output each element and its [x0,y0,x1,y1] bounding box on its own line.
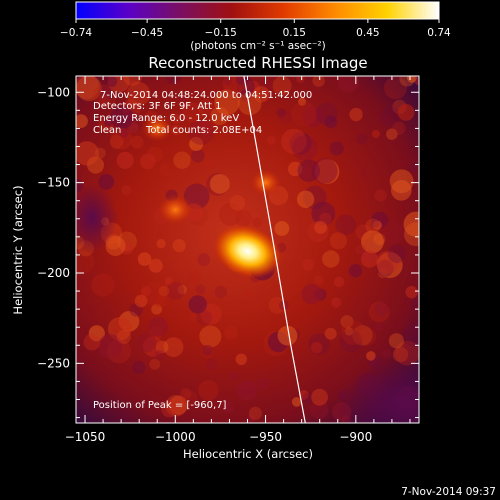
peak-source [212,223,283,279]
heatmap-image [76,76,419,423]
dark-region-left [76,183,117,253]
annotation-time-range: 7-Nov-2014 04:48:24.000 to 04:51:42.000 [100,90,312,101]
y-axis: −100 −150 −200 −250 [37,85,419,419]
sources [141,114,283,279]
y-axis-label: Heliocentric Y (arcsec) [11,185,25,314]
x-axis: −1050 −1000 −950 −900 [65,76,411,444]
y-tick-label: −100 [37,85,70,99]
colorbar-tick-label: −0.45 [131,27,163,39]
annotation-energy: Energy Range: 6.0 - 12.0 keV [93,113,239,124]
footer-timestamp: 7-Nov-2014 09:37 [401,486,496,498]
annotation-peak: Position of Peak = [-960,7] [93,400,227,411]
annotation-total-counts: Total counts: 2.08E+04 [145,125,262,136]
colorbar-tick-label: 0.45 [356,27,379,39]
secondary-source [156,194,194,226]
x-tick-label: −950 [249,430,282,444]
secondary-source [141,114,173,142]
annotation-clean: Clean [93,125,121,136]
colorbar-tick-label: 0.15 [283,27,306,39]
secondary-source [249,168,282,197]
solar-limb-curve [243,76,306,423]
y-tick-label: −150 [37,176,70,190]
chart-title: Reconstructed RHESSI Image [148,54,367,72]
colorbar-tick-label: −0.15 [205,27,237,39]
colorbar-tick-label: 0.74 [427,27,451,39]
colorbar-strip [75,1,440,20]
colorbar: −0.74 −0.45 −0.15 0.15 0.45 0.74 (photons cm⁻… [60,1,451,52]
annotation-detectors: Detectors: 3F 6F 9F, Att 1 [93,101,221,112]
y-tick-label: −250 [37,356,70,370]
annotations: 7-Nov-2014 04:48:24.000 to 04:51:42.000 … [93,90,312,411]
x-tick-label: −900 [339,430,372,444]
y-tick-label: −200 [37,266,70,280]
x-axis-label: Heliocentric X (arcsec) [183,447,313,461]
colorbar-tick-label: −0.74 [60,27,92,39]
x-tick-label: −1050 [65,430,106,444]
colorbar-ticks: −0.74 −0.45 −0.15 0.15 0.45 0.74 [60,19,451,39]
x-tick-label: −1000 [155,430,196,444]
dark-region-bottom-right [335,360,419,423]
colorbar-unit-label: (photons cm⁻² s⁻¹ asec⁻²) [190,40,325,52]
